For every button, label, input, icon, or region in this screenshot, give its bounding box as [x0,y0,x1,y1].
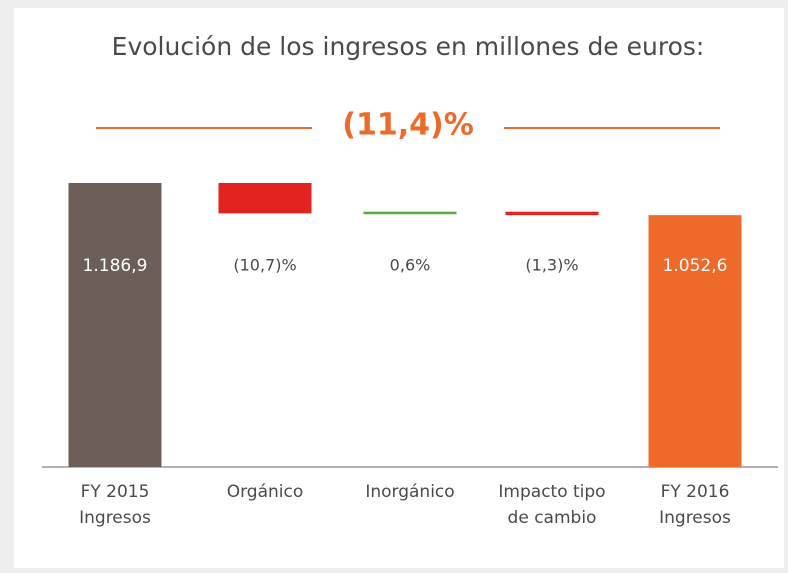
bar [505,211,599,216]
x-tick-label: de cambio [508,508,597,528]
x-tick-label: FY 2016 [661,482,730,502]
chart-title: Evolución de los ingresos en millones de… [112,32,705,61]
change-label: (1,3)% [525,256,578,275]
x-tick-label: Inorgánico [365,482,454,502]
value-label: 1.186,9 [83,256,148,276]
x-tick-label: Orgánico [227,482,304,502]
value-label: 1.052,6 [663,256,728,276]
bar [218,183,312,214]
x-tick-label: Impacto tipo [498,482,605,502]
x-tick-label: Ingresos [79,508,151,528]
bar [363,211,457,215]
change-label: (10,7)% [233,256,296,275]
change-label: 0,6% [390,256,431,275]
bar [68,183,162,467]
x-tick-label: FY 2015 [81,482,150,502]
x-tick-label: Ingresos [659,508,731,528]
bar [648,215,742,467]
headline: (11,4)% [342,108,474,143]
